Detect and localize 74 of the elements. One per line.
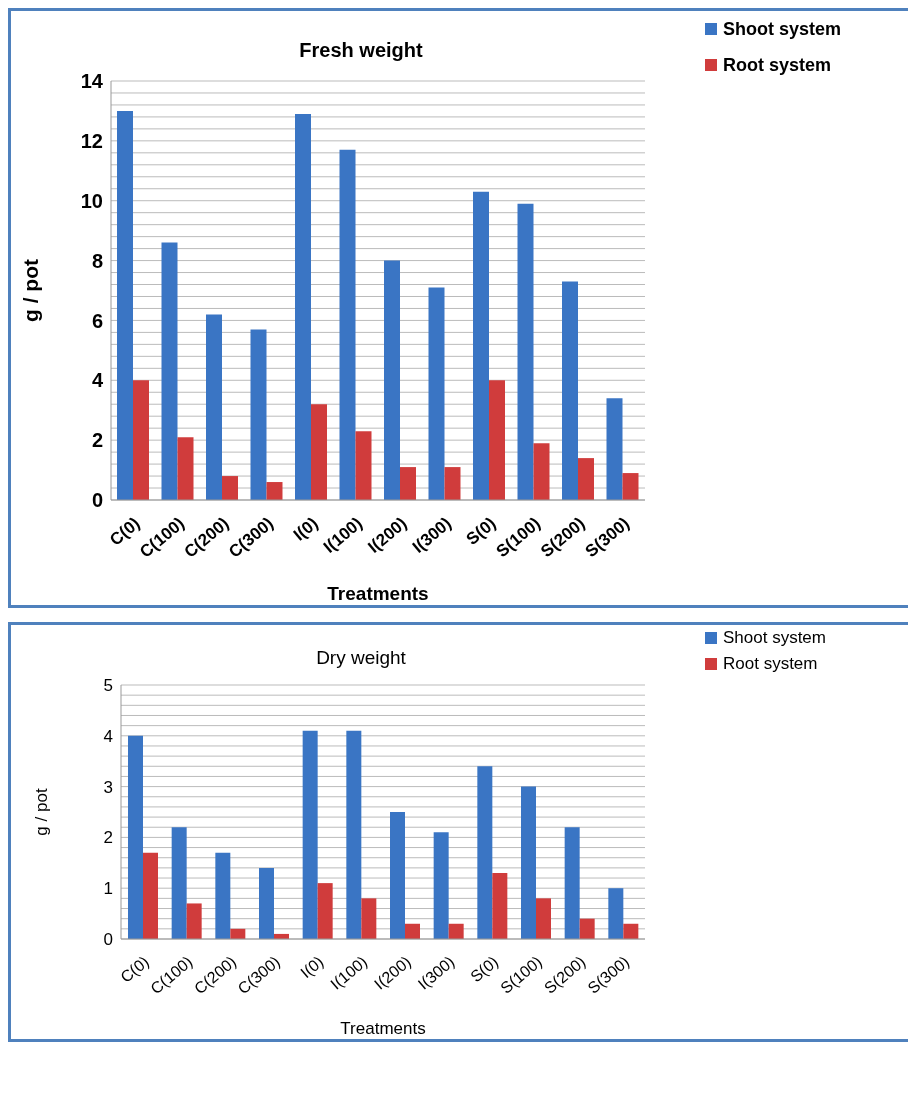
legend-label: Shoot system — [723, 18, 842, 41]
x-axis-title: Treatments — [327, 583, 429, 604]
bar — [215, 852, 231, 939]
bar — [186, 903, 202, 939]
bar — [295, 113, 311, 500]
bar — [533, 443, 550, 500]
bar — [361, 898, 377, 939]
bar — [562, 281, 578, 500]
bar — [222, 476, 238, 500]
bar — [355, 431, 372, 500]
bar — [133, 380, 149, 500]
bar — [206, 314, 222, 500]
bar — [448, 923, 464, 939]
bar — [143, 852, 158, 939]
bar — [608, 888, 624, 939]
bar — [177, 437, 194, 500]
x-tick-label: I(0) — [297, 952, 327, 982]
y-tick-label: 10 — [80, 189, 103, 212]
bar — [161, 242, 178, 500]
bar — [489, 380, 505, 500]
y-tick-label: 4 — [103, 726, 113, 746]
y-tick-label: 5 — [103, 676, 113, 696]
bar — [564, 827, 580, 939]
y-tick-label: 2 — [103, 828, 113, 848]
bar — [250, 329, 267, 500]
bar — [259, 867, 274, 939]
bar — [400, 467, 416, 500]
y-tick-label: 6 — [91, 309, 103, 332]
bar — [171, 827, 187, 939]
x-tick-label: I(0) — [289, 513, 322, 545]
y-tick-label: 12 — [80, 129, 103, 152]
bar — [433, 832, 449, 939]
bar — [428, 287, 445, 500]
bar — [477, 766, 493, 939]
bar — [346, 730, 362, 939]
legend-label: Root system — [723, 54, 832, 77]
legend-label: Root system — [723, 653, 818, 675]
bar — [521, 786, 536, 939]
x-axis-title: Treatments — [340, 1019, 426, 1038]
bar — [266, 482, 283, 500]
x-tick-label: S(0) — [467, 952, 502, 986]
bar — [390, 812, 405, 939]
y-tick-label: 2 — [91, 429, 103, 452]
legend-label: Shoot system — [723, 627, 826, 649]
y-tick-label: 4 — [91, 369, 104, 392]
bar — [444, 467, 461, 500]
bar — [473, 191, 489, 500]
chart-title: Fresh weight — [298, 39, 424, 62]
y-axis-title: g / pot — [19, 259, 43, 322]
bar — [579, 918, 595, 939]
bar — [622, 473, 639, 500]
bar — [517, 203, 534, 500]
bar — [536, 898, 551, 939]
bar — [606, 398, 623, 500]
bar — [311, 404, 327, 500]
bar — [492, 872, 508, 939]
bar — [578, 458, 594, 500]
bar — [384, 260, 400, 500]
bar — [302, 730, 318, 939]
x-tick-label: C(0) — [117, 952, 152, 986]
y-tick-label: 8 — [91, 249, 103, 272]
y-tick-label: 1 — [103, 879, 113, 899]
y-tick-label: 0 — [91, 489, 103, 512]
bar — [117, 110, 133, 500]
bar — [339, 149, 356, 500]
y-tick-label: 14 — [80, 70, 104, 93]
y-tick-label: 0 — [103, 930, 113, 950]
bar — [623, 923, 639, 939]
chart-title: Dry weight — [315, 647, 407, 669]
bar — [317, 883, 333, 939]
y-tick-label: 3 — [103, 777, 113, 797]
bar — [405, 923, 420, 939]
bar — [128, 735, 143, 939]
y-axis-title: g / pot — [32, 788, 52, 836]
